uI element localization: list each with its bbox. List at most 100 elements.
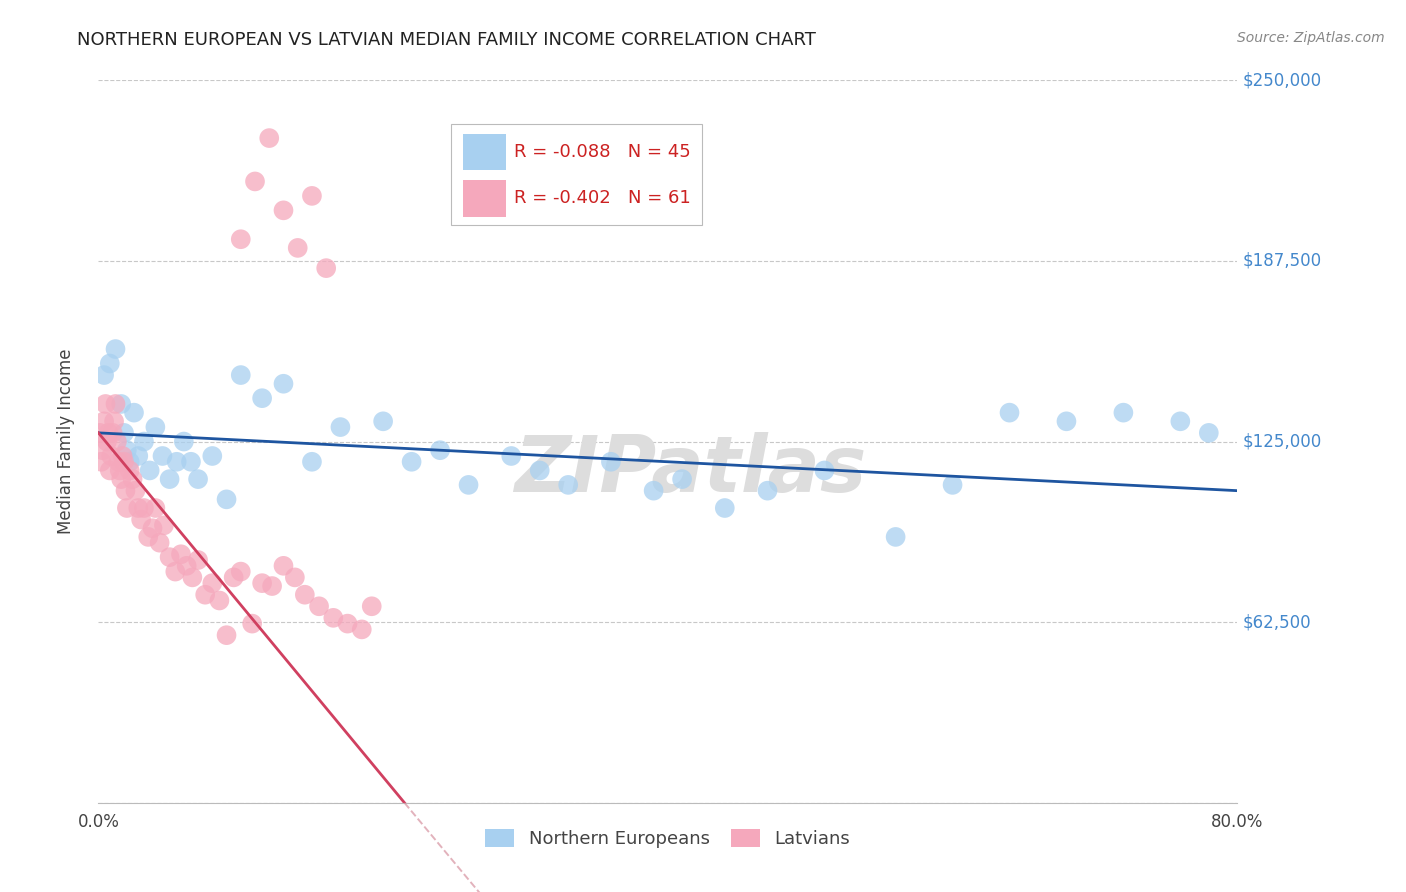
Point — [643, 483, 665, 498]
Point — [118, 455, 141, 469]
Point — [170, 547, 193, 561]
Point — [112, 455, 135, 469]
Point — [273, 558, 295, 573]
Point — [159, 550, 181, 565]
Point — [315, 261, 337, 276]
Point — [301, 455, 323, 469]
Point — [152, 449, 174, 463]
Point — [294, 588, 316, 602]
Point — [114, 483, 136, 498]
Point — [1056, 414, 1078, 428]
Text: $187,500: $187,500 — [1243, 252, 1322, 270]
Point — [138, 463, 160, 477]
Point — [91, 443, 114, 458]
Point — [284, 570, 307, 584]
Point — [813, 463, 835, 477]
Text: ZIPatlas: ZIPatlas — [515, 433, 866, 508]
Point — [121, 472, 143, 486]
Point — [104, 342, 127, 356]
Text: $125,000: $125,000 — [1243, 433, 1322, 450]
Point — [166, 455, 188, 469]
Point — [176, 558, 198, 573]
Point — [173, 434, 195, 449]
Point — [96, 434, 118, 449]
Point — [1170, 414, 1192, 428]
Point — [127, 449, 149, 463]
Point — [1198, 425, 1220, 440]
Text: Source: ZipAtlas.com: Source: ZipAtlas.com — [1237, 31, 1385, 45]
Y-axis label: Median Family Income: Median Family Income — [56, 349, 75, 534]
Point — [98, 463, 121, 477]
Point — [165, 565, 187, 579]
Point — [501, 449, 523, 463]
Point — [180, 455, 202, 469]
Point — [273, 376, 295, 391]
Point — [145, 420, 167, 434]
Point — [557, 478, 579, 492]
Text: $250,000: $250,000 — [1243, 71, 1322, 89]
Legend: Northern Europeans, Latvians: Northern Europeans, Latvians — [478, 822, 858, 855]
Point — [93, 414, 115, 428]
Point — [259, 131, 281, 145]
Point — [884, 530, 907, 544]
Point — [115, 443, 138, 458]
Point — [136, 530, 159, 544]
Text: R = -0.402   N = 61: R = -0.402 N = 61 — [515, 189, 690, 208]
Point — [101, 425, 124, 440]
Point — [108, 463, 131, 477]
Point — [129, 512, 152, 526]
FancyBboxPatch shape — [451, 124, 702, 225]
Point — [110, 472, 132, 486]
Point — [208, 593, 231, 607]
Point — [103, 414, 125, 428]
Point — [181, 570, 204, 584]
Point — [222, 570, 245, 584]
Point — [145, 501, 167, 516]
Point — [110, 397, 132, 411]
Point — [107, 455, 129, 469]
Point — [94, 397, 117, 411]
Point — [111, 449, 134, 463]
Point — [159, 472, 181, 486]
Point — [132, 434, 155, 449]
Point — [429, 443, 451, 458]
Point — [329, 420, 352, 434]
Point — [373, 414, 395, 428]
Point — [250, 391, 273, 405]
Point — [89, 425, 111, 440]
Point — [124, 483, 146, 498]
Point — [1112, 406, 1135, 420]
Point — [112, 425, 135, 440]
Point — [115, 501, 138, 516]
Point — [273, 203, 295, 218]
Point — [322, 611, 344, 625]
Point — [90, 455, 112, 469]
Point — [187, 472, 209, 486]
Text: $62,500: $62,500 — [1243, 613, 1312, 632]
Point — [229, 368, 252, 382]
Point — [127, 501, 149, 516]
Point — [149, 535, 172, 549]
Text: NORTHERN EUROPEAN VS LATVIAN MEDIAN FAMILY INCOME CORRELATION CHART: NORTHERN EUROPEAN VS LATVIAN MEDIAN FAMI… — [77, 31, 817, 49]
Point — [401, 455, 423, 469]
Point — [118, 463, 141, 477]
Point — [243, 174, 266, 188]
Point — [215, 628, 238, 642]
FancyBboxPatch shape — [463, 180, 506, 217]
Point — [201, 449, 224, 463]
Point — [215, 492, 238, 507]
Point — [714, 501, 737, 516]
FancyBboxPatch shape — [463, 134, 506, 170]
Point — [360, 599, 382, 614]
Point — [100, 449, 122, 463]
Point — [671, 472, 693, 486]
Point — [336, 616, 359, 631]
Point — [194, 588, 217, 602]
Point — [98, 357, 121, 371]
Point — [250, 576, 273, 591]
Point — [105, 434, 128, 449]
Point — [998, 406, 1021, 420]
Point — [529, 463, 551, 477]
Point — [97, 425, 120, 440]
Point — [93, 368, 115, 382]
